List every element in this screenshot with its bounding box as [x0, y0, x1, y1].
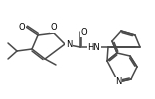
Text: O: O — [18, 22, 25, 31]
Text: O: O — [51, 23, 57, 32]
Text: N: N — [115, 78, 121, 87]
Text: N: N — [66, 40, 72, 49]
Text: HN: HN — [88, 42, 100, 51]
Text: O: O — [81, 28, 88, 37]
